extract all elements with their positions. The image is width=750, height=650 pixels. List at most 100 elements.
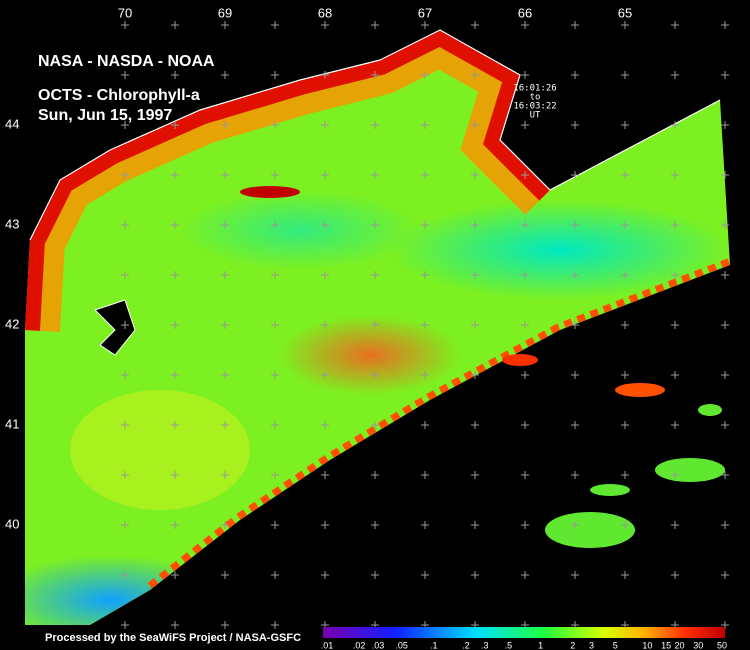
grid-cross [521,71,529,79]
grid-cross [621,471,629,479]
grid-cross [321,21,329,29]
grid-cross [521,471,529,479]
grid-cross [271,471,279,479]
grid-cross [171,21,179,29]
colorbar-label: 20 [674,640,684,650]
colorbar-label: 50 [717,640,727,650]
grid-cross [621,171,629,179]
grid-cross [721,221,729,229]
grid-cross [421,271,429,279]
longitude-label: 70 [118,5,132,20]
grid-cross [521,421,529,429]
grid-cross [521,321,529,329]
grid-cross [221,371,229,379]
grid-cross [421,571,429,579]
grid-cross [671,371,679,379]
grid-cross [221,221,229,229]
grid-cross [571,471,579,479]
grid-cross [171,221,179,229]
longitude-label: 69 [218,5,232,20]
grid-cross [571,421,579,429]
grid-cross [571,121,579,129]
colorbar-label: .01 [321,640,334,650]
title-line: OCTS - Chlorophyll-a [38,87,200,104]
grid-cross [671,71,679,79]
grid-cross [371,271,379,279]
grid-cross [671,421,679,429]
grid-cross [271,421,279,429]
time-line: 16:03:22 [513,102,556,112]
grid-cross [521,371,529,379]
grid-cross [121,321,129,329]
grid-cross [671,221,679,229]
grid-cross [121,521,129,529]
grid-cross [121,371,129,379]
grid-cross [471,571,479,579]
colorbar-label: .03 [372,640,385,650]
grid-cross [171,121,179,129]
grid-cross [421,471,429,479]
grid-cross [271,21,279,29]
grid-cross [371,221,379,229]
grid-cross [371,121,379,129]
grid-cross [121,21,129,29]
colorbar-label: 1 [538,640,543,650]
grid-cross [221,471,229,479]
grid-cross [471,421,479,429]
grid-cross [121,421,129,429]
grid-cross [621,221,629,229]
grid-cross [421,121,429,129]
grid-cross [171,421,179,429]
grid-cross [171,521,179,529]
grid-cross [271,371,279,379]
grid-cross [171,371,179,379]
grid-cross [271,171,279,179]
grid-cross [121,571,129,579]
grid-cross [321,521,329,529]
time-line: 16:01:26 [513,84,556,94]
grid-cross [721,171,729,179]
grid-cross [121,471,129,479]
grid-cross [421,221,429,229]
graticule [121,21,729,629]
grid-cross [121,71,129,79]
grid-cross [421,171,429,179]
colorbar-label: .05 [395,640,408,650]
grid-cross [121,171,129,179]
colorbar-label: .02 [353,640,366,650]
grid-cross [421,71,429,79]
grid-cross [721,571,729,579]
coastline [29,29,721,241]
grid-cross [171,621,179,629]
time-line: to [530,93,541,103]
grid-cross [321,121,329,129]
grid-cross [621,21,629,29]
grid-cross [221,571,229,579]
grid-cross [671,171,679,179]
grid-cross [671,21,679,29]
grid-cross [621,571,629,579]
grid-cross [271,271,279,279]
grid-cross [221,621,229,629]
grid-cross [321,221,329,229]
grid-cross [571,221,579,229]
time-line: UT [530,111,541,121]
scattered-patches [502,354,725,548]
longitude-label: 66 [518,5,532,20]
grid-cross [521,21,529,29]
grid-cross [221,271,229,279]
grid-cross [371,371,379,379]
grid-cross [271,71,279,79]
grid-cross [621,371,629,379]
grid-cross [321,171,329,179]
grid-cross [371,71,379,79]
colorbar-label: 30 [693,640,703,650]
grid-cross [371,21,379,29]
grid-cross [621,271,629,279]
title-line: Sun, Jun 15, 1997 [38,107,172,124]
grid-cross [671,321,679,329]
grid-cross [721,121,729,129]
grid-cross [371,421,379,429]
grid-cross [721,471,729,479]
grid-cross [171,571,179,579]
